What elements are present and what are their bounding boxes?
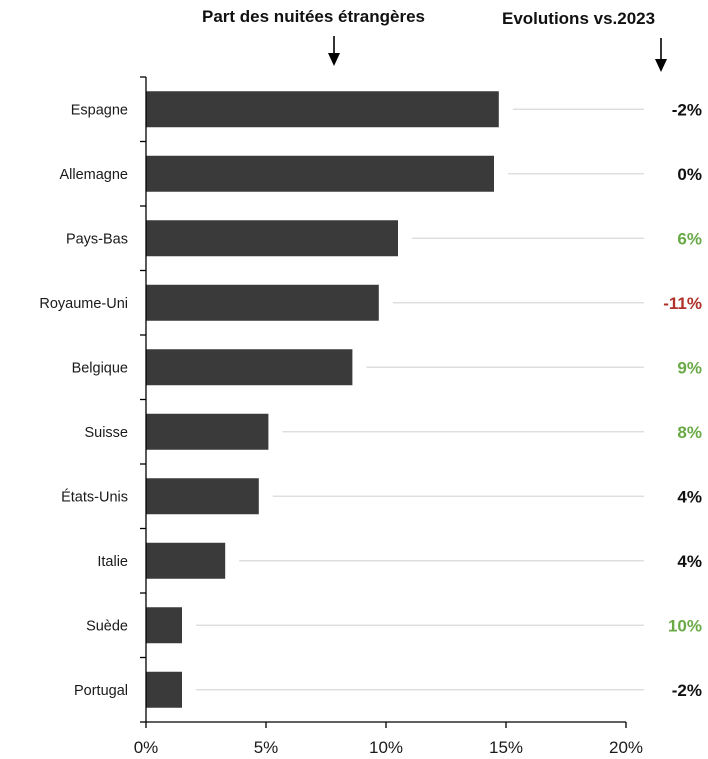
bars [146, 91, 499, 708]
bar-6 [146, 478, 259, 515]
evolution-label: -11% [663, 294, 702, 313]
evolution-label: 9% [677, 358, 702, 377]
category-labels: Espagne Allemagne Pays-Bas Royaume-Uni Belgi… [39, 102, 128, 699]
evolution-label: -2% [672, 681, 702, 700]
x-tick-label: 0% [134, 738, 159, 757]
bar-9 [146, 671, 182, 708]
evolution-label: 4% [677, 487, 702, 506]
category-label: Pays-Bas [66, 231, 128, 247]
leader-lines [196, 108, 644, 691]
x-tick-label: 5% [254, 738, 279, 757]
x-tick-labels: 0% 5% 10% 15% 20% [134, 738, 643, 757]
evolution-label: 8% [677, 423, 702, 442]
evolution-labels: -2% 0% 6% -11% 9% 8% 4% 4% 10% -2% [663, 100, 702, 700]
down-arrow-icon [328, 36, 340, 66]
evolution-header: Evolutions vs.2023 [502, 9, 656, 28]
bar-3 [146, 284, 379, 321]
x-tick-label: 20% [609, 738, 643, 757]
bar-4 [146, 349, 353, 386]
bar-1 [146, 155, 494, 192]
bar-7 [146, 542, 226, 579]
x-tick-label: 10% [369, 738, 403, 757]
evolution-label: 4% [677, 552, 702, 571]
category-label: Portugal [74, 683, 128, 699]
evolution-label: 6% [677, 229, 702, 248]
category-label: Belgique [72, 360, 128, 376]
category-label: Suède [86, 618, 128, 634]
category-label: Allemagne [59, 167, 128, 183]
down-arrow-icon [655, 38, 667, 72]
bar-2 [146, 220, 398, 257]
category-label: Suisse [84, 425, 128, 441]
evolution-label: 10% [668, 616, 702, 635]
category-label: Royaume-Uni [39, 296, 128, 312]
axes [140, 76, 627, 728]
bar-8 [146, 607, 182, 644]
header-arrows [328, 36, 667, 72]
category-label: Espagne [71, 102, 128, 118]
evolution-label: 0% [677, 165, 702, 184]
category-label: États-Unis [61, 488, 128, 505]
bar-5 [146, 413, 269, 450]
category-label: Italie [97, 554, 128, 570]
share-header: Part des nuitées étrangères [202, 7, 425, 26]
bar-0 [146, 91, 499, 128]
x-tick-label: 15% [489, 738, 523, 757]
evolution-label: -2% [672, 100, 702, 119]
